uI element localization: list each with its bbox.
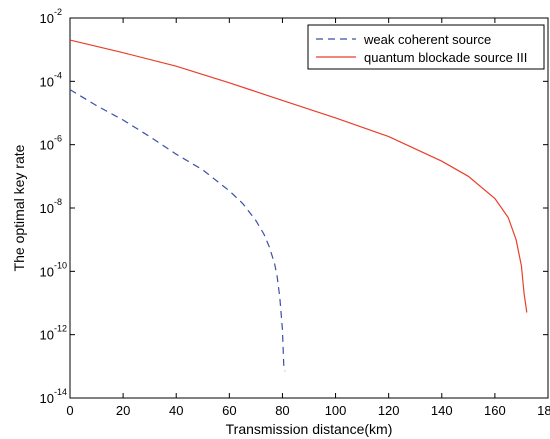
y-tick-label: 10 -10 xyxy=(40,260,67,279)
y-tick-label: 10 -14 xyxy=(40,387,67,406)
series-layer xyxy=(69,39,528,372)
y-tick-label-exponent: -12 xyxy=(54,324,67,334)
x-tick-label: 40 xyxy=(169,403,183,418)
x-tick-label: 0 xyxy=(66,403,73,418)
plot-frame xyxy=(69,17,549,399)
y-tick-label-base: 10 xyxy=(40,328,54,343)
y-tick-label: 10 -8 xyxy=(40,197,62,216)
y-tick-label-base: 10 xyxy=(40,201,54,216)
y-tick-label-base: 10 xyxy=(40,74,54,89)
x-tick-label: 80 xyxy=(275,403,289,418)
y-tick-label: 10 -4 xyxy=(40,70,62,89)
y-tick-label: 10 -12 xyxy=(40,324,67,343)
x-tick-label: 180 xyxy=(537,403,550,418)
y-tick-label: 10 -2 xyxy=(40,7,62,26)
axes-layer: 02040608010012014016018010-1410-1210-101… xyxy=(40,7,550,418)
y-axis-label: The optimal key rate xyxy=(11,144,27,271)
series-line-quantum-blockade-source-iii xyxy=(69,39,528,313)
y-tick-label-exponent: -14 xyxy=(54,387,67,397)
x-axis-label: Transmission distance(km) xyxy=(226,421,393,437)
y-tick-label-base: 10 xyxy=(40,11,54,26)
y-tick-label: 10 -6 xyxy=(40,134,62,153)
x-tick-label: 140 xyxy=(431,403,453,418)
y-tick-label-exponent: -6 xyxy=(54,134,62,144)
legend: weak coherent source quantum blockade sou… xyxy=(307,24,545,70)
legend-label: weak coherent source xyxy=(363,32,491,47)
series-line-weak-coherent-source xyxy=(69,89,286,372)
y-tick-label-exponent: -2 xyxy=(54,7,62,17)
x-tick-label: 100 xyxy=(325,403,347,418)
y-tick-label-base: 10 xyxy=(40,391,54,406)
y-tick-label-exponent: -10 xyxy=(54,260,67,270)
y-tick-label-exponent: -8 xyxy=(54,197,62,207)
legend-label: quantum blockade source III xyxy=(364,50,527,65)
x-tick-label: 120 xyxy=(378,403,400,418)
x-tick-label: 60 xyxy=(222,403,236,418)
y-tick-label-exponent: -4 xyxy=(54,70,62,80)
y-tick-label-base: 10 xyxy=(40,138,54,153)
y-tick-label-base: 10 xyxy=(40,264,54,279)
x-tick-label: 20 xyxy=(116,403,130,418)
x-tick-label: 160 xyxy=(484,403,506,418)
legend-box xyxy=(307,24,545,70)
